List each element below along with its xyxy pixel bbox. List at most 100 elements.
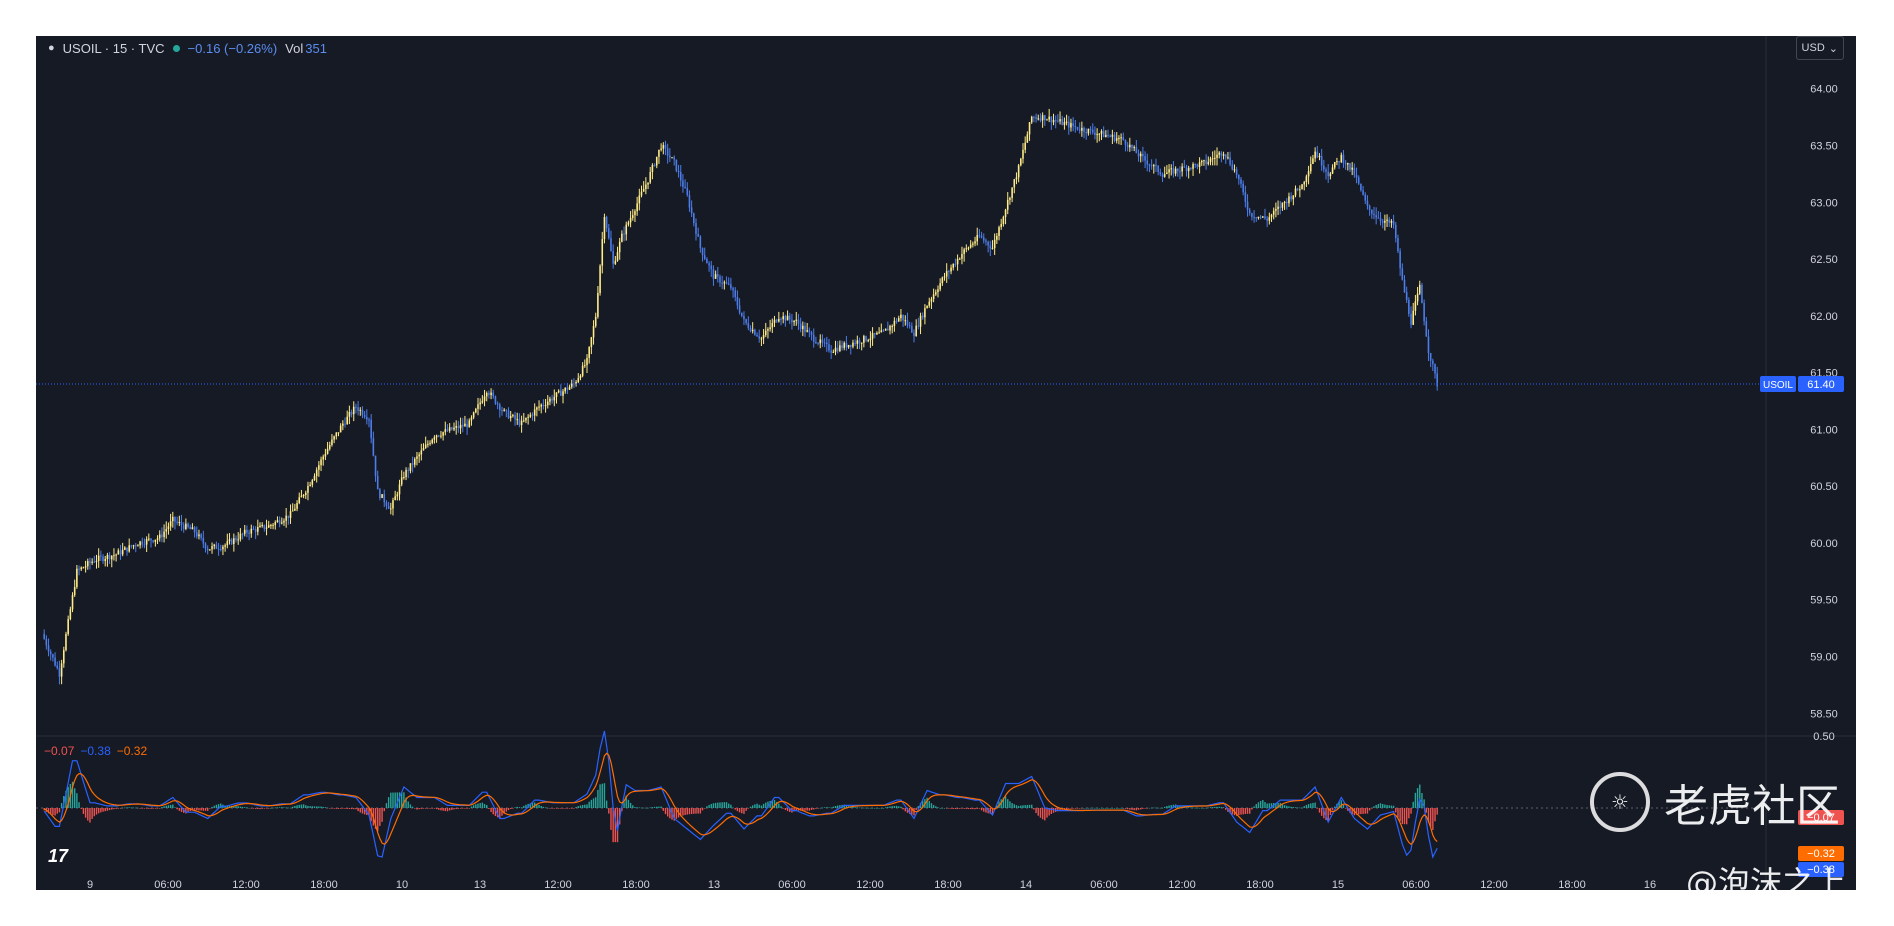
macd-hist-bar [167, 805, 170, 808]
candle-body [89, 561, 91, 563]
candle-body [283, 520, 285, 523]
candle-body [1179, 171, 1181, 173]
candle-body [592, 325, 595, 338]
candle-body [1373, 213, 1375, 216]
macd-hist-bar [935, 806, 937, 808]
candle-body [1418, 284, 1421, 294]
macd-hist-bar [1044, 808, 1046, 821]
macd-hist-bar [457, 808, 460, 809]
macd-hist-bar [185, 808, 187, 814]
chart-canvas[interactable]: 64.0063.5063.0062.5062.0061.5061.0060.50… [36, 36, 1856, 890]
candle-body [490, 392, 492, 396]
x-tick-label: 12:00 [1480, 879, 1508, 890]
macd-hist-bar [1351, 808, 1353, 815]
macd-hist-bar [562, 808, 564, 809]
candle-body [95, 560, 98, 562]
candle-body [1285, 202, 1288, 204]
macd-hist-bar [361, 808, 364, 814]
macd-hist-bar [1225, 808, 1227, 810]
candle-body [276, 520, 279, 523]
macd-hist-bar [1277, 802, 1279, 808]
candle-body [760, 338, 763, 340]
macd-hist-bar [743, 808, 745, 814]
macd-hist-bar [394, 792, 396, 808]
candle-body [337, 432, 340, 434]
symbol-title[interactable]: USOIL · 15 · TVC [62, 40, 165, 56]
candle-body [398, 484, 401, 495]
macd-hist-bar [959, 808, 961, 809]
macd-hist-bar [978, 808, 981, 809]
macd-hist-bar [89, 808, 91, 823]
candle-body [1135, 147, 1138, 154]
candle-body [1238, 174, 1240, 180]
candle-body [1159, 172, 1162, 175]
macd-hist-bar [658, 806, 660, 808]
macd-hist-bar [751, 805, 754, 808]
candle-body [254, 529, 257, 532]
candle-body [433, 437, 436, 440]
candle-body [400, 477, 403, 485]
macd-hist-bar [649, 807, 651, 809]
macd-hist-bar [1432, 808, 1434, 831]
candle-body [1142, 153, 1144, 157]
macd-hist-bar [1052, 808, 1055, 813]
macd-hist-bar [472, 805, 475, 808]
candle-body [475, 408, 477, 413]
candle-body [1434, 363, 1436, 374]
macd-hist-bar [431, 808, 433, 809]
candle-body [483, 396, 486, 401]
x-tick-label: 06:00 [1402, 879, 1430, 890]
macd-hist-bar [200, 808, 202, 811]
macd-hist-bar [1020, 805, 1022, 808]
candle-body [773, 319, 776, 323]
macd-hist-bar [74, 788, 76, 808]
candle-body [355, 406, 357, 408]
macd-hist-bar [1425, 808, 1427, 813]
candle-body [333, 436, 335, 440]
chevron-down-icon: ⌄ [1828, 42, 1838, 55]
macd-hist-bar [1164, 806, 1166, 808]
price-tag-symbol: USOIL [1763, 380, 1793, 391]
candle-body [1105, 135, 1107, 138]
candle-body [200, 534, 202, 538]
candle-body [961, 253, 963, 259]
macd-hist-bar [1144, 808, 1146, 809]
candle-body [714, 274, 717, 279]
candle-body [446, 429, 449, 431]
candle-body [193, 527, 196, 533]
macd-hist-bar [577, 806, 579, 808]
candle-body [1129, 144, 1131, 148]
candle-body [509, 416, 512, 419]
macd-hist-bar [1401, 808, 1404, 825]
candle-body [952, 263, 955, 268]
currency-selector[interactable]: USD ⌄ [1795, 36, 1844, 60]
candle-body [47, 645, 50, 652]
tradingview-logo[interactable]: 17 [48, 846, 69, 866]
candle-body [976, 235, 979, 242]
candle-body [1192, 164, 1194, 169]
candle-body [102, 556, 104, 561]
candle-body [448, 427, 451, 431]
candle-body [980, 235, 983, 238]
macd-hist-bar [392, 792, 394, 808]
macd-hist-bar [1377, 803, 1380, 808]
candle-body [817, 343, 819, 345]
macd-signal-value: −0.32 [116, 744, 148, 758]
candle-body [1074, 126, 1077, 128]
candle-body [117, 550, 120, 555]
candle-body [956, 258, 959, 265]
candle-body [411, 463, 414, 465]
macd-hist-bar [518, 807, 521, 808]
candle-body [246, 529, 248, 533]
candle-body [71, 595, 74, 610]
candle-body [372, 438, 375, 456]
candle-body [522, 420, 525, 422]
candle-body [169, 521, 172, 527]
candle-body [49, 651, 52, 655]
candle-body [1131, 144, 1133, 148]
macd-hist-bar [496, 808, 499, 818]
candle-body [468, 420, 471, 428]
macd-hist-bar [1087, 807, 1090, 809]
candle-body [712, 269, 715, 279]
macd-hist-bar [379, 808, 381, 826]
